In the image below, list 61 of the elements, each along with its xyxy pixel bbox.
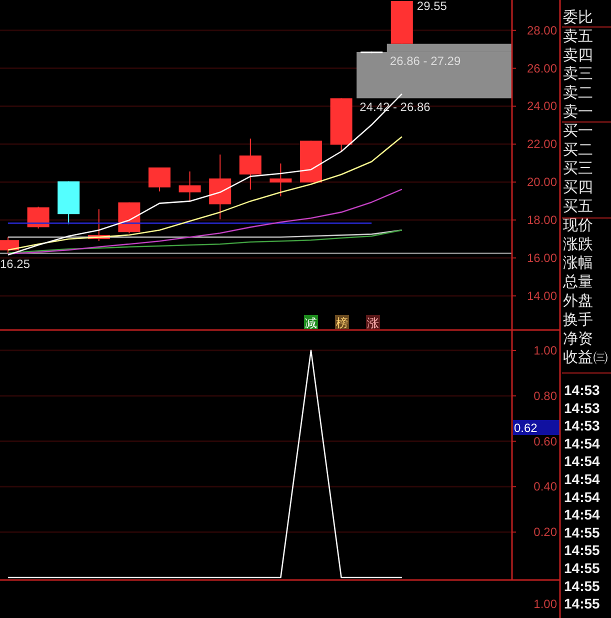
y-tick-label: 0.20 [534, 525, 558, 540]
text: 14:55 [564, 524, 600, 540]
y-tick-label: 20.00 [526, 175, 558, 190]
y-tick-label: 1.00 [534, 343, 558, 358]
text: 卖一 [563, 104, 593, 120]
y-tick-label: 22.00 [526, 137, 558, 152]
annotation: 涨 [367, 316, 379, 330]
text: 委比 [563, 9, 593, 26]
candlestick [148, 166, 170, 192]
text: 14:53 [564, 418, 600, 434]
candlestick [27, 206, 50, 230]
y-tick-label: 0.80 [534, 388, 558, 403]
text: 卖三 [563, 66, 593, 83]
band-label: 26.86 - 27.29 [390, 54, 461, 68]
y-tick-label: 16.00 [526, 250, 558, 265]
candlestick [270, 162, 292, 197]
y-tick-label: 0.40 [534, 480, 558, 494]
line-series [7, 229, 403, 238]
text: 卖四 [563, 46, 593, 64]
text: 涨幅 [563, 254, 593, 272]
text: 买二 [563, 141, 593, 158]
text: 14:53 [564, 400, 600, 416]
text: 买一 [563, 122, 593, 140]
text: 14:55 [564, 542, 600, 558]
text: 14:54 [564, 506, 600, 523]
annotation: 榜 [336, 316, 348, 330]
text: 买五 [563, 198, 593, 215]
line-series [7, 229, 403, 254]
text: 现价 [563, 216, 593, 234]
line-series [7, 188, 403, 255]
y-tick-label: 26.00 [526, 61, 558, 76]
text: 卖二 [563, 84, 593, 102]
text: 14:55 [564, 596, 600, 612]
text: 0.62 [514, 421, 538, 435]
text: 14:54 [564, 488, 600, 505]
y-tick-label: 28.00 [526, 23, 558, 38]
text: 外盘 [563, 292, 593, 310]
text: 14:54 [564, 471, 600, 487]
text: 14:54 [564, 453, 600, 470]
text: 总量 [562, 274, 593, 291]
text: 收益㈢ [563, 349, 608, 366]
text: 净资 [563, 330, 593, 348]
text: 14:55 [564, 578, 600, 594]
y-tick-label: 18.00 [526, 213, 558, 227]
text: 买四 [563, 179, 593, 196]
band-label: 24.42 - 26.86 [360, 100, 431, 114]
text: 14:53 [564, 382, 600, 398]
text: 14:54 [564, 435, 600, 452]
ref-line-label: 16.25 [0, 257, 30, 272]
text: 涨跌 [563, 236, 593, 253]
y-tick-label: 14.00 [526, 288, 558, 303]
y-tick-label: 24.00 [526, 99, 558, 114]
candlestick [178, 170, 201, 202]
text: 买三 [563, 160, 593, 178]
annotation: 29.55 [416, 0, 448, 13]
y-tick-label: 0.60 [534, 434, 558, 448]
annotation: 减 [305, 316, 317, 330]
candlestick [239, 138, 262, 190]
text: 14:55 [564, 560, 600, 576]
text: 卖五 [563, 28, 593, 45]
text: 换手 [563, 311, 593, 328]
